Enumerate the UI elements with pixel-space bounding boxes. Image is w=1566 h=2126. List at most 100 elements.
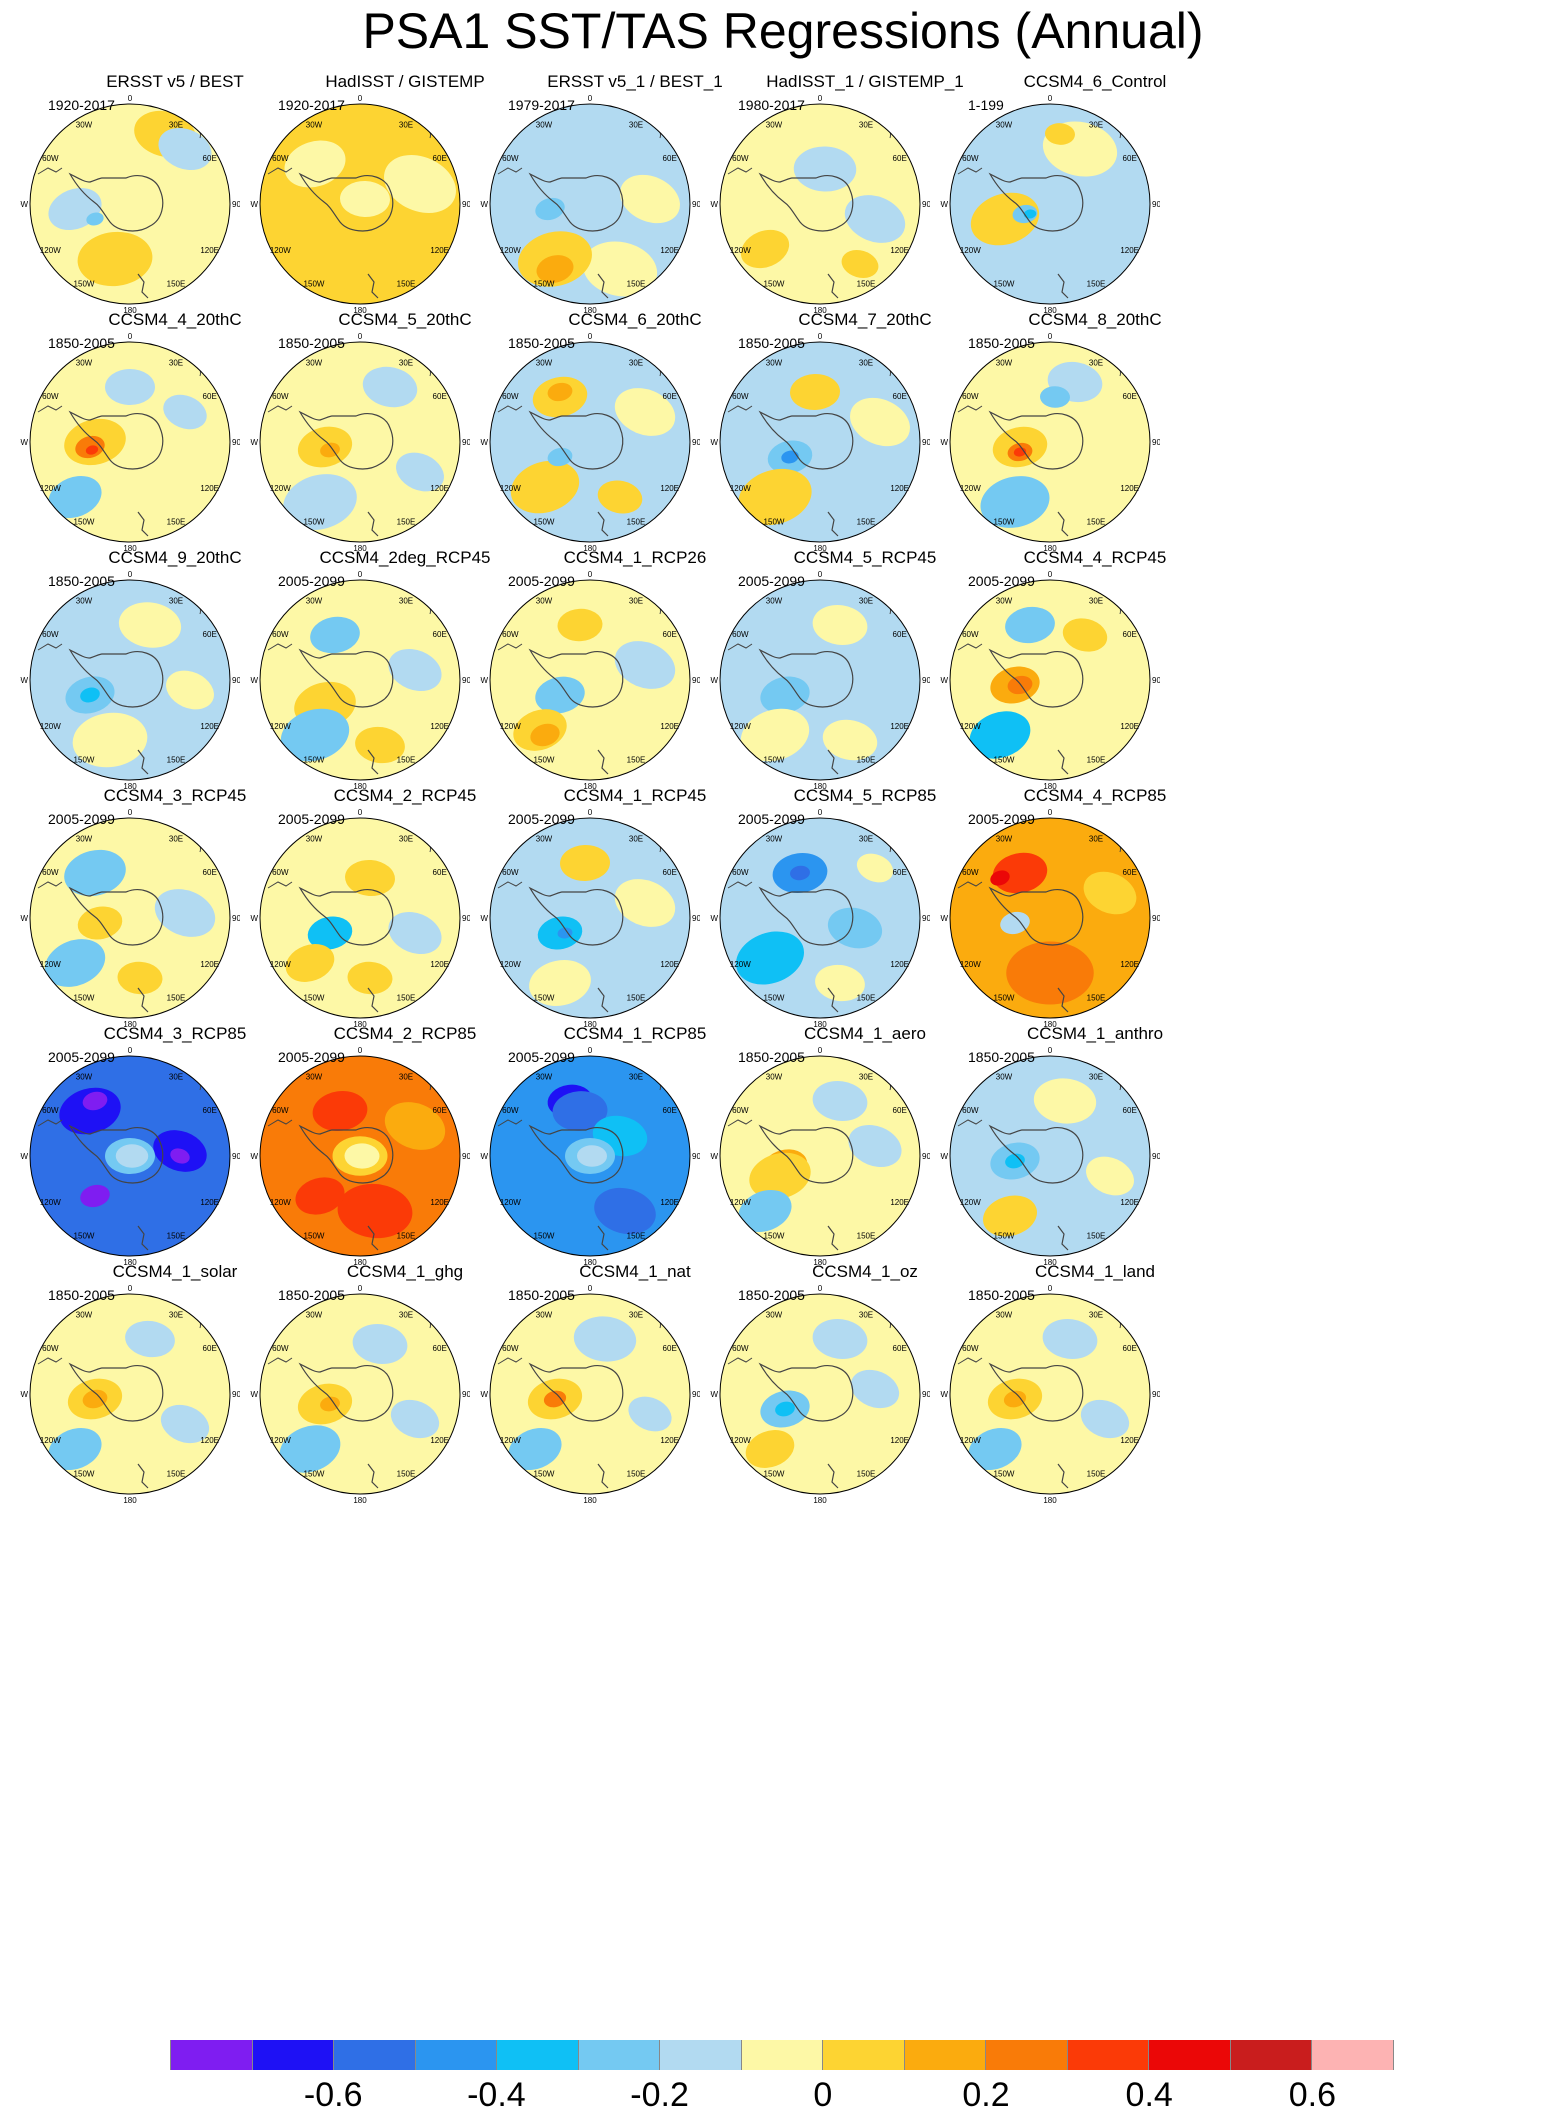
longitude-label: 120W xyxy=(960,246,981,255)
longitude-label: 30W xyxy=(996,120,1013,129)
anomaly-contour xyxy=(530,723,560,747)
anomaly-field xyxy=(260,1056,460,1256)
longitude-label: 0 xyxy=(588,332,593,341)
new-zealand-coastline xyxy=(1057,511,1069,537)
antarctica-coastline xyxy=(988,886,1084,946)
anomaly-field xyxy=(490,818,690,1018)
longitude-label: 120W xyxy=(40,246,61,255)
longitude-label: 90E xyxy=(1152,1152,1160,1161)
map-panel: ERSST v5_1 / BEST_1 0 30E 60E 90E 120E 150E 180… xyxy=(480,72,790,390)
panel-period: 1850-2005 xyxy=(968,1287,1035,1303)
longitude-label: 90E xyxy=(692,200,700,209)
panel-period: 2005-2099 xyxy=(48,1049,115,1065)
longitude-label: 30W xyxy=(996,596,1013,605)
longitude-label: 150E xyxy=(1087,1470,1106,1479)
longitude-label: 90E xyxy=(1152,200,1160,209)
anomaly-contour xyxy=(594,1187,656,1235)
panel-period: 2005-2099 xyxy=(508,811,575,827)
panel-title: CCSM4_1_RCP26 xyxy=(563,548,707,567)
south-america-coastline xyxy=(957,643,983,651)
anomaly-contour xyxy=(390,1399,440,1439)
panel-period: 2005-2099 xyxy=(278,1049,345,1065)
panel-period: 1850-2005 xyxy=(738,1049,805,1065)
longitude-label: 150W xyxy=(994,1470,1015,1479)
longitude-label: 90W xyxy=(710,200,718,209)
longitude-label: 120E xyxy=(890,246,909,255)
longitude-label: 30W xyxy=(306,834,323,843)
map-boundary xyxy=(259,341,461,543)
longitude-label: 60W xyxy=(42,868,59,877)
longitude-label: 30E xyxy=(629,834,643,843)
south-america-coastline xyxy=(497,405,523,413)
map-boundary xyxy=(29,579,231,781)
longitude-label: 60E xyxy=(203,1106,217,1115)
longitude-label: 180 xyxy=(1043,1258,1057,1266)
longitude-label: 60E xyxy=(893,630,907,639)
longitude-label: 60W xyxy=(272,1106,289,1115)
south-america-coastline xyxy=(497,643,523,651)
longitude-label: 120E xyxy=(890,1198,909,1207)
anomaly-contour xyxy=(968,1427,1022,1471)
south-america-coastline xyxy=(267,643,293,651)
new-zealand-coastline xyxy=(367,749,379,775)
panel-title: CCSM4_2deg_RCP45 xyxy=(319,548,491,567)
longitude-label: 150E xyxy=(1087,280,1106,289)
new-zealand-coastline xyxy=(597,1225,609,1251)
anomaly-contour xyxy=(158,127,212,171)
anomaly-field xyxy=(490,104,690,304)
anomaly-contour xyxy=(535,676,585,714)
longitude-label: 90E xyxy=(462,1390,470,1399)
longitude-label: 30E xyxy=(1089,120,1103,129)
longitude-label: 120W xyxy=(500,484,521,493)
anomaly-contour xyxy=(344,1143,380,1169)
longitude-label: 0 xyxy=(818,1046,823,1055)
longitude-label: 90E xyxy=(232,914,240,923)
anomaly-contour xyxy=(80,1184,110,1208)
longitude-label: 60E xyxy=(203,392,217,401)
south-america-coastline xyxy=(497,881,523,889)
longitude-label: 60E xyxy=(433,392,447,401)
anomaly-contour xyxy=(115,1144,149,1168)
longitude-label: 120E xyxy=(430,722,449,731)
new-zealand-coastline xyxy=(137,987,149,1013)
panel-period: 1980-2017 xyxy=(738,97,805,113)
antarctica-coastline xyxy=(988,172,1084,232)
longitude-label: 30W xyxy=(996,358,1013,367)
map-boundary xyxy=(489,341,691,543)
longitude-label: 120W xyxy=(960,722,981,731)
anomaly-contour xyxy=(614,641,676,689)
panel-period: 1850-2005 xyxy=(508,1287,575,1303)
anomaly-contour xyxy=(307,916,353,950)
anomaly-contour xyxy=(82,1091,108,1111)
anomaly-contour xyxy=(736,931,804,985)
longitude-label: 90E xyxy=(462,200,470,209)
longitude-label: 90E xyxy=(922,1152,930,1161)
new-zealand-coastline xyxy=(367,987,379,1013)
longitude-label: 90W xyxy=(20,1390,28,1399)
longitude-label: 60W xyxy=(42,1106,59,1115)
longitude-label: 180 xyxy=(813,544,827,552)
map-boundary xyxy=(719,1055,921,1257)
longitude-label: 0 xyxy=(1048,94,1053,103)
map-panel: CCSM4_1_ghg 0 30E 60E 90E 120E 150E 180 150W 120W… xyxy=(250,1262,560,1580)
longitude-label: 120W xyxy=(270,246,291,255)
longitude-label: 90W xyxy=(250,1152,258,1161)
longitude-label: 30W xyxy=(76,596,93,605)
longitude-label: 120W xyxy=(960,484,981,493)
anomaly-contour xyxy=(355,726,405,764)
panel-title: ERSST v5 / BEST xyxy=(106,72,244,91)
antarctica-coastline xyxy=(758,1124,854,1184)
map-panel: CCSM4_6_Control 0 30E 60E 90E 120E 150E 180 150W… xyxy=(940,72,1250,390)
longitude-label: 150E xyxy=(397,756,416,765)
longitude-label: 150W xyxy=(764,1232,785,1241)
longitude-label: 60W xyxy=(502,1106,519,1115)
south-america-coastline xyxy=(267,1357,293,1365)
longitude-label: 90W xyxy=(480,914,488,923)
polar-stereographic-map: 0 30E 60E 90E 120E 150E 180 150W 120W 90W 60W 30W xyxy=(250,570,470,790)
longitude-label: 120W xyxy=(960,960,981,969)
new-zealand-coastline xyxy=(1057,1463,1069,1489)
longitude-label: 150W xyxy=(74,518,95,527)
map-boundary xyxy=(719,817,921,1019)
polar-stereographic-map: 0 30E 60E 90E 120E 150E 180 150W 120W 90W 60W 30W xyxy=(710,808,930,1028)
anomaly-field xyxy=(720,818,920,1018)
